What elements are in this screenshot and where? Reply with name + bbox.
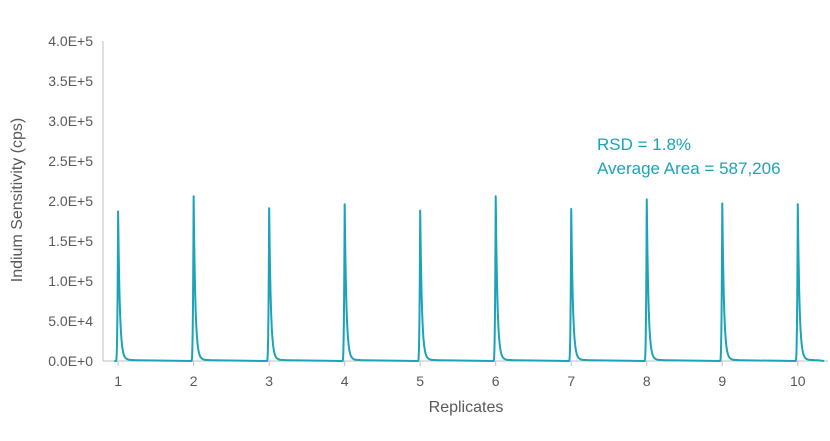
peak-point [117, 210, 119, 213]
y-tick-label: 1.0E+5 [48, 273, 93, 289]
x-tick-label: 3 [265, 373, 273, 389]
x-tick-label: 4 [341, 373, 349, 389]
y-tick-label: 5.0E+4 [48, 313, 93, 329]
x-tick-label: 1 [114, 373, 122, 389]
x-tick-label: 8 [643, 373, 651, 389]
x-tick-label: 10 [790, 373, 806, 389]
peak-point [419, 209, 421, 212]
y-tick-label: 2.5E+5 [48, 153, 93, 169]
peak-point [570, 208, 573, 210]
peak-point [645, 198, 648, 201]
y-tick-label: 1.5E+5 [48, 233, 93, 249]
peak-point [796, 203, 799, 205]
x-axis-title: Replicates [429, 399, 504, 416]
rsd-annotation: RSD = 1.8% [597, 135, 691, 154]
peak-point [343, 203, 346, 205]
series-group [114, 195, 825, 362]
y-tick-label: 2.0E+5 [48, 193, 93, 209]
y-tick-label: 3.5E+5 [48, 73, 93, 89]
y-tick-label: 4.0E+5 [48, 33, 93, 49]
x-tick-label: 9 [718, 373, 726, 389]
peak-point [192, 195, 195, 197]
y-tick-label: 0.0E+0 [48, 353, 93, 369]
x-tick-label: 6 [492, 373, 500, 389]
y-axis-title: Indium Sensitivity (cps) [9, 118, 26, 283]
x-tick-label: 5 [416, 373, 424, 389]
peak-point [494, 195, 497, 197]
peak-point [268, 207, 270, 209]
x-tick-label: 7 [567, 373, 575, 389]
series-line [114, 195, 825, 362]
x-axis: 1 2 3 4 5 6 7 8 9 10 [103, 360, 828, 389]
average-area-annotation: Average Area = 587,206 [597, 159, 781, 178]
x-tick-label: 2 [190, 373, 198, 389]
y-axis: 0.0E+0 5.0E+4 1.0E+5 1.5E+5 2.0E+5 2.5E+5 3.0E… [48, 33, 104, 369]
y-tick-label: 3.0E+5 [48, 113, 93, 129]
peak-point [721, 202, 724, 205]
